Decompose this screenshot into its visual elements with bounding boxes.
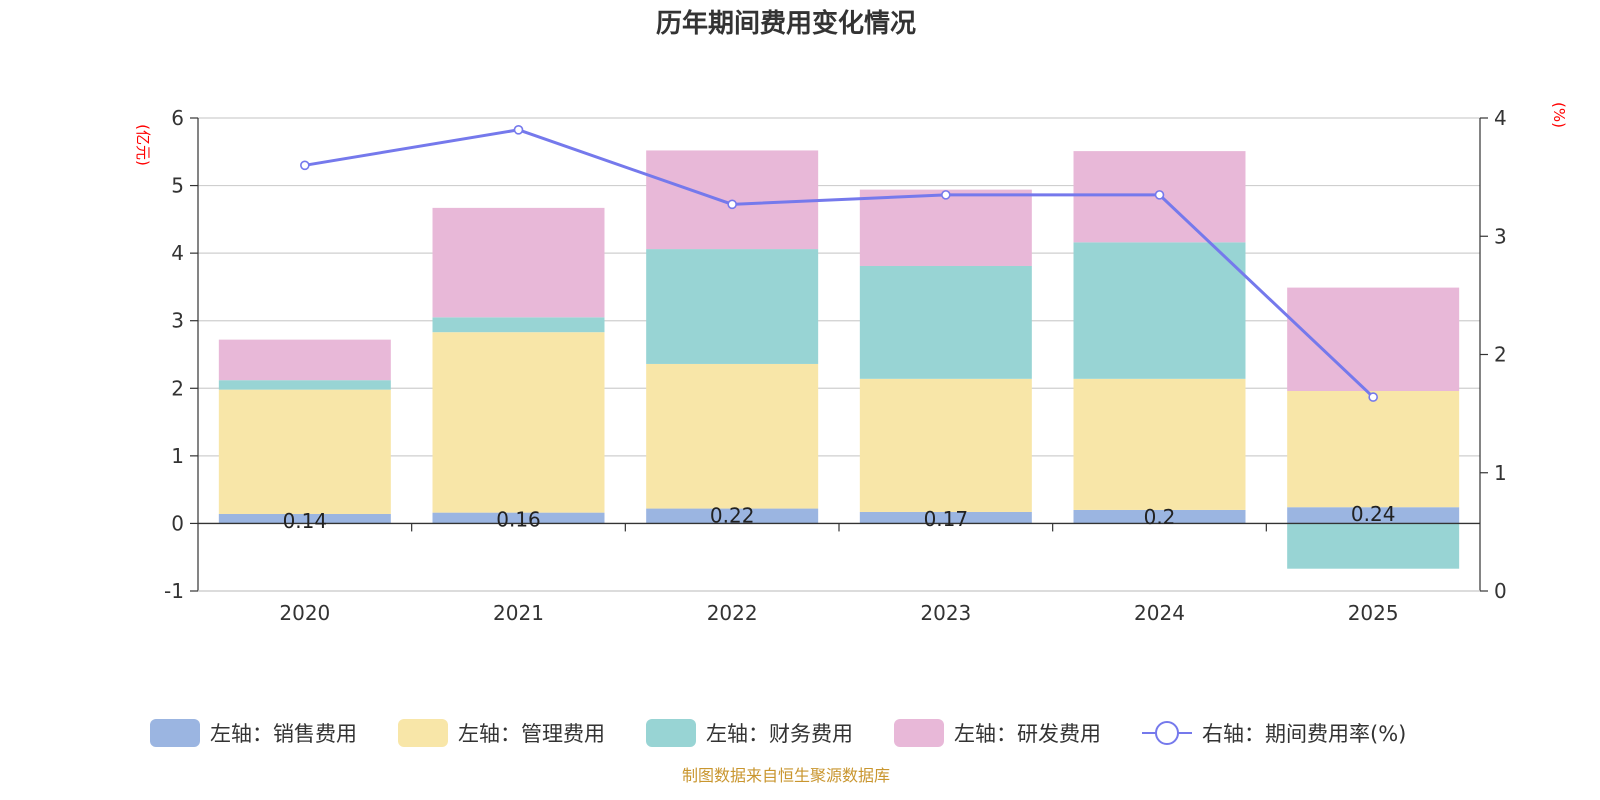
rate-point-2023 bbox=[941, 190, 951, 200]
left-tick-label: 0 bbox=[171, 511, 184, 535]
data-label-2022: 0.22 bbox=[710, 504, 755, 528]
legend-swatch-3[interactable] bbox=[646, 719, 696, 747]
rate-point-2022 bbox=[727, 199, 737, 210]
bar-segment-3-2023 bbox=[859, 265, 1032, 379]
left-tick-label: 5 bbox=[171, 174, 184, 198]
right-tick-label: 1 bbox=[1494, 461, 1507, 485]
bar-segment-1-2022 bbox=[646, 508, 819, 524]
bar-segment-1-2023 bbox=[859, 511, 1032, 524]
bar-segment-2-2021 bbox=[432, 332, 605, 513]
grid-lines bbox=[198, 117, 1480, 592]
legend: 左轴：销售费用 左轴：管理费用 左轴：财务费用 左轴：研发费用 右轴：期间费用率(%) bbox=[150, 719, 1406, 747]
bar-segment-3-2022 bbox=[646, 249, 819, 364]
bar-segment-2-2023 bbox=[859, 378, 1032, 512]
bar-segment-1-2021 bbox=[432, 512, 605, 524]
x-tick-label-2024: 2024 bbox=[1134, 601, 1185, 625]
rate-line bbox=[304, 128, 1375, 399]
x-tick-label-2025: 2025 bbox=[1348, 601, 1399, 625]
data-label-2020: 0.14 bbox=[283, 509, 328, 533]
bar-segment-3-2021 bbox=[432, 317, 605, 333]
right-tick-label: 3 bbox=[1494, 224, 1507, 248]
left-tick-label: 3 bbox=[171, 309, 184, 333]
bar-segment-4-2021 bbox=[432, 207, 605, 318]
legend-marker-icon[interactable] bbox=[1155, 721, 1179, 745]
chart-title: 历年期间费用变化情况 bbox=[656, 8, 916, 39]
rate-point-2021 bbox=[513, 125, 524, 135]
legend-label-3[interactable]: 左轴：财务费用 bbox=[706, 722, 853, 746]
source-note: 制图数据来自恒生聚源数据库 bbox=[682, 766, 890, 785]
legend-label-1[interactable]: 左轴：销售费用 bbox=[210, 722, 357, 746]
bar-segment-2-2020 bbox=[218, 389, 391, 514]
bar-segment-3-2025 bbox=[1287, 523, 1460, 569]
rate-point-2025 bbox=[1368, 392, 1378, 402]
bar-segment-3-2024 bbox=[1073, 242, 1246, 379]
bar-segment-2-2025 bbox=[1287, 390, 1460, 508]
bar-segment-4-2020 bbox=[218, 339, 391, 381]
left-tick-label: 2 bbox=[171, 376, 184, 400]
left-axis-unit: (亿元) bbox=[134, 124, 152, 166]
data-label-2023: 0.17 bbox=[924, 507, 969, 531]
right-tick-label: 2 bbox=[1494, 343, 1507, 367]
right-tick-label: 0 bbox=[1494, 579, 1507, 603]
data-label-2024: 0.2 bbox=[1144, 505, 1176, 529]
x-tick-label-2021: 2021 bbox=[493, 601, 544, 625]
bar-segment-2-2022 bbox=[646, 363, 819, 509]
bar-segment-4-2023 bbox=[859, 189, 1032, 266]
bar-segment-1-2025 bbox=[1287, 507, 1460, 524]
data-label-2021: 0.16 bbox=[496, 508, 541, 532]
bar-segment-2-2024 bbox=[1073, 378, 1246, 510]
bar-series bbox=[218, 150, 1460, 569]
left-tick-label: -1 bbox=[164, 579, 184, 603]
legend-label-5[interactable]: 右轴：期间费用率(%) bbox=[1202, 722, 1406, 746]
right-axis-unit: (%) bbox=[1550, 102, 1568, 128]
bar-segment-1-2020 bbox=[218, 513, 391, 524]
right-tick-label: 4 bbox=[1494, 106, 1507, 130]
rate-point-2024 bbox=[1154, 190, 1165, 200]
bar-segment-3-2020 bbox=[218, 380, 391, 390]
left-tick-label: 1 bbox=[171, 444, 184, 468]
legend-label-4[interactable]: 左轴：研发费用 bbox=[954, 722, 1101, 746]
x-tick-label-2023: 2023 bbox=[920, 601, 971, 625]
x-tick-label-2020: 2020 bbox=[279, 601, 330, 625]
line-series bbox=[300, 125, 1378, 402]
left-tick-label: 4 bbox=[171, 241, 184, 265]
x-tick-label-2022: 2022 bbox=[707, 601, 758, 625]
bar-segment-4-2025 bbox=[1287, 287, 1460, 391]
data-label-2025: 0.24 bbox=[1351, 502, 1396, 526]
legend-swatch-1[interactable] bbox=[150, 719, 200, 747]
legend-swatch-4[interactable] bbox=[894, 719, 944, 747]
left-tick-label: 6 bbox=[171, 106, 184, 130]
bar-segment-1-2024 bbox=[1073, 509, 1246, 524]
axes: -1 0 1 2 3 4 5 6 0 1 2 3 4 2020 2021 2022 2023 2024 2025 bbox=[164, 106, 1507, 625]
data-labels: 0.14 0.16 0.22 0.17 0.2 0.24 bbox=[283, 502, 1396, 533]
legend-swatch-2[interactable] bbox=[398, 719, 448, 747]
rate-point-2020 bbox=[300, 160, 310, 171]
legend-label-2[interactable]: 左轴：管理费用 bbox=[458, 722, 605, 746]
